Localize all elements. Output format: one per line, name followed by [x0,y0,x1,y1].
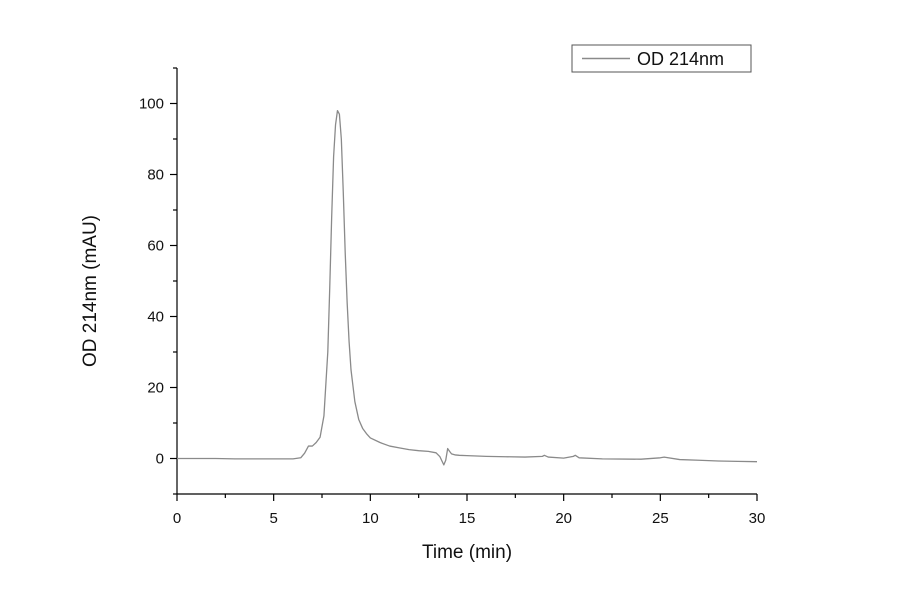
ticks: 0 5 10 15 20 25 30 0 20 40 60 80 100 [139,67,766,527]
x-tick-label: 25 [652,510,669,527]
series-layer [177,109,758,466]
y-tick-label: 60 [147,238,164,255]
legend-label: OD 214nm [637,49,724,69]
x-axis-title: Time (min) [422,542,512,563]
x-tick-label: 5 [269,510,277,527]
y-tick-label: 80 [147,167,164,184]
x-tick-label: 30 [749,510,766,527]
x-tick-label: 0 [173,510,181,527]
y-tick-label: 100 [139,96,164,113]
y-axis-title: OD 214nm (mAU) [80,215,101,367]
x-tick-label: 15 [459,510,476,527]
legend: OD 214nm [571,44,752,73]
x-tick-label: 20 [555,510,572,527]
y-tick-label: 0 [156,451,164,468]
y-tick-label: 20 [147,380,164,397]
x-tick-label: 10 [362,510,379,527]
y-tick-label: 40 [147,309,164,326]
axes [176,68,757,495]
series-line-0 [177,109,758,466]
